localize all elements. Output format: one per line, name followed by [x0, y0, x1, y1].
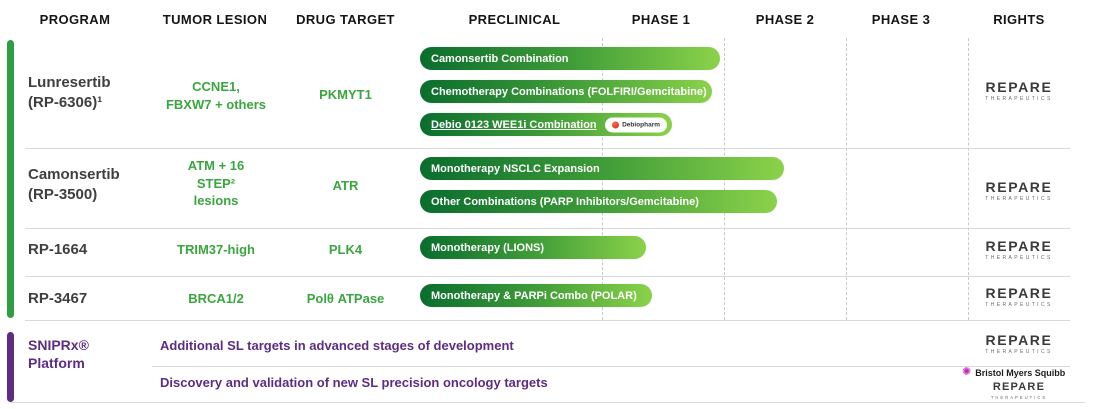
platform-row-text: Additional SL targets in advanced stages…: [160, 338, 514, 353]
repare-subtext: THERAPEUTICS: [985, 196, 1053, 202]
program-name: Camonsertib (RP-3500): [28, 166, 120, 203]
program-name: RP-1664: [28, 241, 88, 258]
bar-label: Chemotherapy Combinations (FOLFIRI/Gemci…: [431, 85, 707, 98]
pipeline-bar: Monotherapy & PARPi Combo (POLAR): [420, 284, 652, 307]
drug-target: PKMYT1: [319, 87, 372, 102]
bms-logo: ✺ Bristol Myers Squibb: [962, 367, 1065, 378]
bms-icon: ✺: [962, 366, 972, 378]
phase-divider-4: [968, 38, 969, 320]
bar-label: Other Combinations (PARP Inhibitors/Gemc…: [431, 195, 699, 208]
col-header-rights: RIGHTS: [993, 12, 1045, 27]
phase-divider-3: [846, 38, 847, 320]
drug-target: Polθ ATPase: [306, 291, 385, 306]
row-divider: [25, 276, 1070, 277]
col-header-phase-1: PHASE 1: [631, 12, 691, 27]
drug-target: ATR: [332, 178, 359, 193]
platform-name: SNIPRx® Platform: [28, 337, 89, 372]
pipeline-bar: Monotherapy NSCLC Expansion: [420, 157, 784, 180]
debiopharm-label: Debiopharm: [622, 121, 660, 128]
repare-wordmark: REPARE: [985, 285, 1053, 301]
drug-target: PLK4: [328, 242, 363, 257]
repare-logo: REPARE THERAPEUTICS: [984, 80, 1054, 102]
bms-wordmark: Bristol Myers Squibb: [975, 367, 1066, 378]
bar-label: Monotherapy NSCLC Expansion: [431, 162, 600, 175]
col-header-drug-target: DRUG TARGET: [296, 12, 395, 27]
repare-logo: REPARE THERAPEUTICS: [984, 333, 1054, 355]
repare-logo: REPARE THERAPEUTICS: [984, 286, 1054, 308]
col-header-phase-3: PHASE 3: [871, 12, 931, 27]
bar-label: Debio 0123 WEE1i Combination: [431, 118, 597, 131]
repare-logo: REPARE THERAPEUTICS: [986, 381, 1052, 401]
bottom-border: [10, 402, 1085, 403]
tumor-lesion: TRIM37-high: [177, 242, 255, 257]
programs-accent-bar: [7, 40, 14, 318]
bar-label: Monotherapy & PARPi Combo (POLAR): [431, 289, 637, 302]
program-name: RP-3467: [28, 290, 88, 307]
pipeline-bar: Monotherapy (LIONS): [420, 236, 646, 259]
row-divider: [25, 148, 1070, 149]
repare-wordmark: REPARE: [985, 238, 1053, 254]
repare-logo: REPARE THERAPEUTICS: [984, 239, 1054, 261]
repare-subtext: THERAPEUTICS: [985, 302, 1053, 308]
repare-wordmark: REPARE: [992, 381, 1046, 393]
tumor-lesion: BRCA1/2: [188, 291, 244, 306]
col-header-preclinical: PRECLINICAL: [468, 12, 561, 27]
pipeline-bar: Chemotherapy Combinations (FOLFIRI/Gemci…: [420, 80, 712, 103]
col-header-tumor-lesion: TUMOR LESION: [162, 12, 268, 27]
platform-row-divider: [152, 366, 1070, 367]
pipeline-bar: Debio 0123 WEE1i Combination Debiopharm: [420, 113, 672, 136]
repare-subtext: THERAPEUTICS: [985, 96, 1053, 102]
platform-row-text: Discovery and validation of new SL preci…: [160, 375, 548, 390]
col-header-program: PROGRAM: [39, 12, 111, 27]
repare-subtext: THERAPEUTICS: [990, 395, 1048, 400]
row-divider: [25, 228, 1070, 229]
program-name: Lunresertib (RP-6306)¹: [28, 74, 111, 111]
pipeline-bar: Camonsertib Combination: [420, 47, 720, 70]
debiopharm-icon: [612, 121, 620, 128]
debiopharm-badge: Debiopharm: [605, 117, 667, 132]
pipeline-bar: Other Combinations (PARP Inhibitors/Gemc…: [420, 190, 777, 213]
tumor-lesion: CCNE1, FBXW7 + others: [165, 79, 267, 112]
col-header-phase-2: PHASE 2: [755, 12, 815, 27]
repare-subtext: THERAPEUTICS: [985, 349, 1053, 355]
repare-wordmark: REPARE: [985, 179, 1053, 195]
row-divider: [25, 320, 1070, 321]
tumor-lesion: ATM + 16 STEP² lesions: [187, 158, 245, 209]
bar-label: Monotherapy (LIONS): [431, 241, 545, 254]
repare-subtext: THERAPEUTICS: [985, 255, 1053, 261]
platform-accent-bar: [7, 332, 14, 402]
repare-wordmark: REPARE: [985, 332, 1053, 348]
repare-wordmark: REPARE: [985, 79, 1053, 95]
bar-label: Camonsertib Combination: [431, 52, 569, 65]
repare-logo: REPARE THERAPEUTICS: [984, 180, 1054, 202]
